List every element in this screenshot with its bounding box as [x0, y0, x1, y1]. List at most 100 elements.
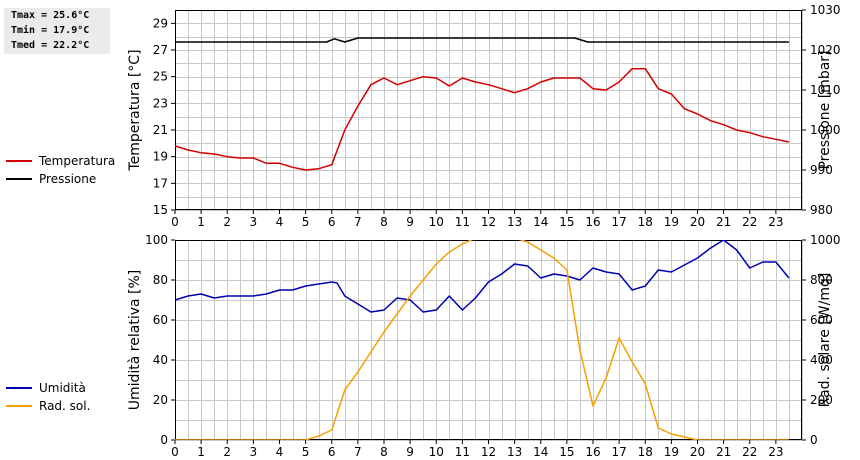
- panel2-ylabel-left: Umidità relativa [%]: [127, 270, 143, 411]
- panel1-ytick-left-label-25: 25: [153, 70, 168, 84]
- panel1-xtick-label-9: 9: [406, 215, 414, 229]
- panel1-frame: [175, 10, 802, 210]
- panel1-ytick-right-label-980: 980: [810, 203, 833, 217]
- panel1-ytick-right-label-1010: 1010: [810, 83, 841, 97]
- panel1-xtick-label-14: 14: [533, 215, 548, 229]
- panel2-ytick-left-label-100: 100: [145, 233, 168, 247]
- panel2-xtick-label-12: 12: [481, 445, 496, 459]
- panel1-xtick-label-21: 21: [716, 215, 731, 229]
- panel2-xtick-label-16: 16: [585, 445, 600, 459]
- panel1-xtick-label-19: 19: [664, 215, 679, 229]
- panel2-ytick-left-label-80: 80: [153, 273, 168, 287]
- panel2-xtick-label-22: 22: [742, 445, 757, 459]
- panel2-xtick-label-2: 2: [223, 445, 231, 459]
- panel2-xtick-label-3: 3: [250, 445, 258, 459]
- panel1-ytick-left-label-19: 19: [153, 150, 168, 164]
- panel2-xtick-label-19: 19: [664, 445, 679, 459]
- panel1-xtick-label-2: 2: [223, 215, 231, 229]
- panel1-xtick-label-13: 13: [507, 215, 522, 229]
- panel1-xtick-label-1: 1: [197, 215, 205, 229]
- panel1-xtick-label-4: 4: [276, 215, 284, 229]
- panel1-xtick-label-23: 23: [768, 215, 783, 229]
- panel2-ytick-left-label-40: 40: [153, 353, 168, 367]
- tmax-label: Tmax = 25.6°C: [11, 10, 90, 21]
- panel1-xtick-label-22: 22: [742, 215, 757, 229]
- panel1-ytick-left-label-17: 17: [153, 176, 168, 190]
- panel2-ytick-right-label-200: 200: [810, 393, 833, 407]
- legend-item-temperatura: Temperatura: [6, 152, 126, 170]
- panel2-xtick-label-13: 13: [507, 445, 522, 459]
- panel2-xtick-label-1: 1: [197, 445, 205, 459]
- panel2-ytick-right-label-800: 800: [810, 273, 833, 287]
- panel2-ytick-right-label-400: 400: [810, 353, 833, 367]
- panel2-ytick-right-label-0: 0: [810, 433, 818, 447]
- stats-box: Tmax = 25.6°C Tmin = 17.9°C Tmed = 22.2°…: [4, 8, 110, 54]
- panel2-xtick-label-10: 10: [429, 445, 444, 459]
- panel1-ytick-left-label-21: 21: [153, 123, 168, 137]
- panel1-ytick-left-label-23: 23: [153, 96, 168, 110]
- panel1-ytick-right-label-1020: 1020: [810, 43, 841, 57]
- panel2-xtick-label-6: 6: [328, 445, 336, 459]
- legend-label-rad-sol: Rad. sol.: [39, 399, 91, 413]
- panel1-xtick-label-10: 10: [429, 215, 444, 229]
- panel2-xtick-label-21: 21: [716, 445, 731, 459]
- panel2-xtick-label-9: 9: [406, 445, 414, 459]
- panel1-xtick-label-11: 11: [455, 215, 470, 229]
- tmed-label: Tmed = 22.2°C: [11, 40, 90, 51]
- panel2-ytick-right-label-1000: 1000: [810, 233, 841, 247]
- panel2-ytick-left-label-0: 0: [160, 433, 168, 447]
- panel1-series-temperatura: [175, 67, 790, 171]
- legend-swatch-rad-sol: [6, 405, 32, 407]
- panel2-xtick-label-4: 4: [276, 445, 284, 459]
- tmin-label: Tmin = 17.9°C: [11, 25, 90, 36]
- panel2-ylabel-right: Rad. solare [W/mq]: [817, 273, 833, 408]
- panel1-xtick-label-12: 12: [481, 215, 496, 229]
- legend-swatch-temperatura: [6, 160, 32, 162]
- panel2-ytick-right-label-600: 600: [810, 313, 833, 327]
- panel1-ytick-right-label-1030: 1030: [810, 3, 841, 17]
- legend-swatch-pressione: [6, 178, 32, 180]
- panel2-xtick-label-17: 17: [611, 445, 626, 459]
- panel2-series-umidit: [175, 240, 790, 313]
- panel2-ytick-left-label-20: 20: [153, 393, 168, 407]
- panel1-ytick-left-label-29: 29: [153, 16, 168, 30]
- panel2-xtick-label-18: 18: [638, 445, 653, 459]
- panel1-xtick-label-16: 16: [585, 215, 600, 229]
- panel2-xtick-label-14: 14: [533, 445, 548, 459]
- legend-item-umidita: Umidità: [6, 379, 126, 397]
- panel2-xtick-label-15: 15: [559, 445, 574, 459]
- panel2-xtick-label-20: 20: [690, 445, 705, 459]
- panel1-xtick-label-15: 15: [559, 215, 574, 229]
- panel2-xtick-label-8: 8: [380, 445, 388, 459]
- legend-label-umidita: Umidità: [39, 381, 86, 395]
- panel1-ytick-left-label-15: 15: [153, 203, 168, 217]
- legend-top: Temperatura Pressione: [6, 152, 126, 188]
- panel1-xtick-label-0: 0: [171, 215, 179, 229]
- panel2-xtick-label-0: 0: [171, 445, 179, 459]
- panel1-xtick-label-18: 18: [638, 215, 653, 229]
- legend-item-rad-sol: Rad. sol.: [6, 397, 126, 415]
- legend-item-pressione: Pressione: [6, 170, 126, 188]
- panel1-xtick-label-5: 5: [302, 215, 310, 229]
- panel1-ytick-right-label-990: 990: [810, 163, 833, 177]
- panel1-xtick-label-6: 6: [328, 215, 336, 229]
- panel2-series-rad-sol: [175, 240, 789, 440]
- panel2-xtick-label-11: 11: [455, 445, 470, 459]
- panel1-xtick-label-8: 8: [380, 215, 388, 229]
- panel1-xtick-label-20: 20: [690, 215, 705, 229]
- panel2-xtick-label-5: 5: [302, 445, 310, 459]
- panel1-xtick-label-3: 3: [250, 215, 258, 229]
- panel2-ytick-left-label-60: 60: [153, 313, 168, 327]
- legend-label-pressione: Pressione: [39, 172, 97, 186]
- panel2-xtick-label-7: 7: [354, 445, 362, 459]
- panel2-frame: [175, 240, 802, 440]
- legend-swatch-umidita: [6, 387, 32, 389]
- panel1-series-pressione: [175, 37, 789, 43]
- legend-label-temperatura: Temperatura: [39, 154, 116, 168]
- panel1-xtick-label-7: 7: [354, 215, 362, 229]
- panel1-ytick-left-label-27: 27: [153, 43, 168, 57]
- panel1-ylabel-left: Temperatura [°C]: [127, 49, 143, 171]
- panel1-ytick-right-label-1000: 1000: [810, 123, 841, 137]
- panel1-xtick-label-17: 17: [611, 215, 626, 229]
